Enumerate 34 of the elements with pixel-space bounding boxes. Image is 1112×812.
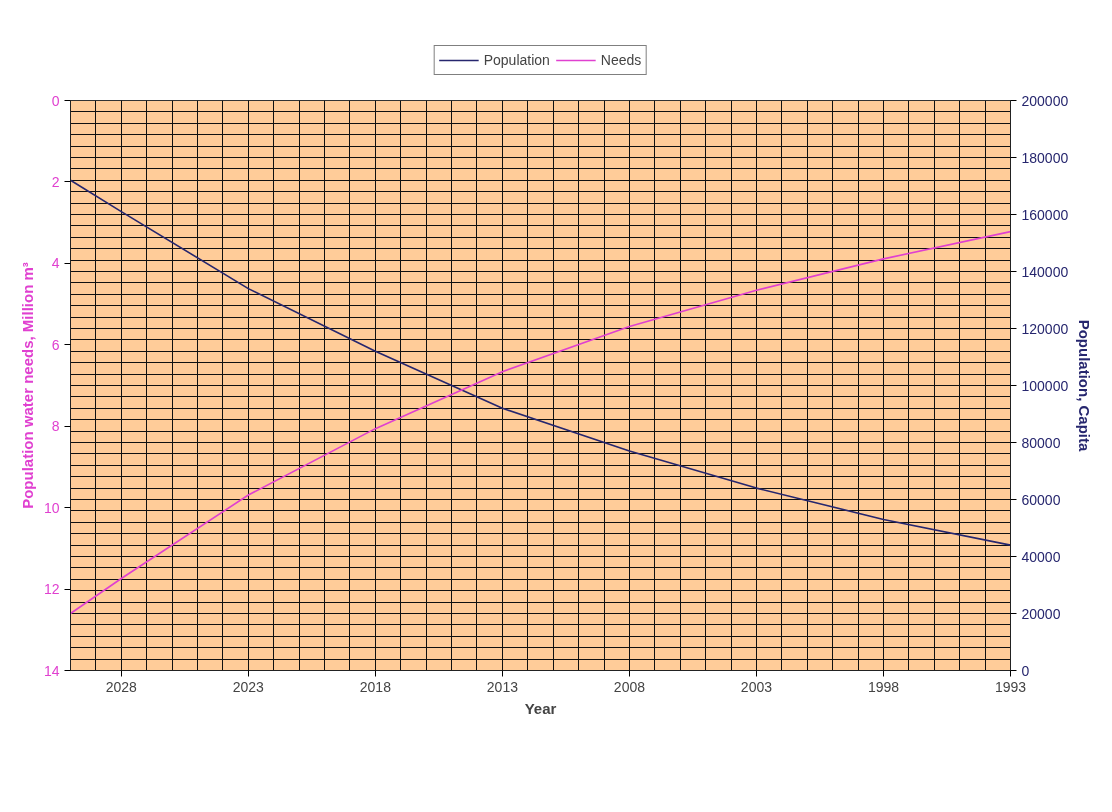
y2-tick-label: 20000 — [1021, 605, 1061, 622]
y-tick-label: 12 — [43, 581, 60, 598]
x-tick-label: 1993 — [994, 678, 1027, 695]
y-tick-label: 0 — [51, 92, 60, 109]
y2-tick-label: 40000 — [1021, 548, 1061, 565]
y-axis-title: Population water needs, Million m³ — [18, 262, 36, 509]
x-tick-label: 2023 — [232, 678, 265, 695]
y2-tick-label: 60000 — [1021, 491, 1061, 508]
y2-tick-label: 200000 — [1021, 92, 1069, 109]
y2-tick-label: 100000 — [1021, 377, 1069, 394]
x-tick-label: 1998 — [867, 678, 900, 695]
legend-label: Population — [483, 52, 550, 68]
x-axis-title: Year — [524, 699, 557, 717]
y2-axis-title: Population, Capita — [1076, 319, 1094, 452]
x-tick-label: 2008 — [613, 678, 646, 695]
y2-tick-label: 140000 — [1021, 263, 1069, 280]
x-tick-label: 2003 — [740, 678, 773, 695]
y2-tick-label: 120000 — [1021, 320, 1069, 337]
y-tick-label: 6 — [51, 336, 60, 353]
y-tick-label: 4 — [51, 255, 60, 272]
line-series — [70, 230, 1011, 615]
legend-label: Needs — [600, 52, 642, 68]
y2-tick-label: 180000 — [1021, 149, 1069, 166]
y-tick-label: 10 — [43, 499, 60, 516]
line-series — [70, 179, 1011, 546]
y-tick-label: 2 — [51, 173, 60, 190]
y2-tick-label: 160000 — [1021, 206, 1069, 223]
x-tick-label: 2013 — [486, 678, 519, 695]
x-tick-label: 2018 — [359, 678, 392, 695]
x-tick-label: 2028 — [105, 678, 138, 695]
y-tick-label: 14 — [43, 662, 60, 679]
y-tick-label: 8 — [51, 418, 60, 435]
y2-tick-label: 0 — [1021, 662, 1030, 679]
y2-tick-label: 80000 — [1021, 434, 1061, 451]
